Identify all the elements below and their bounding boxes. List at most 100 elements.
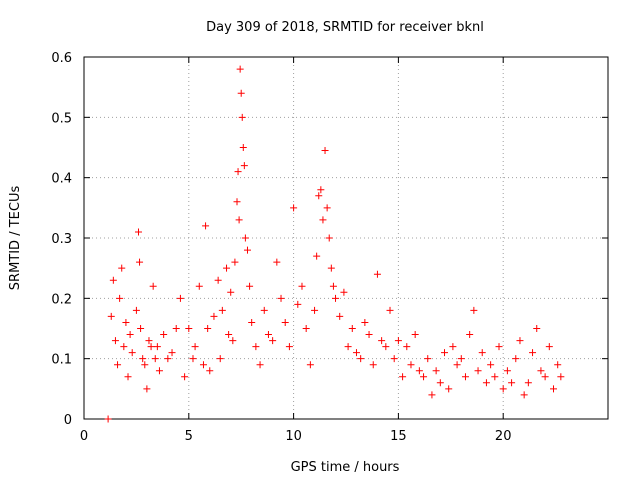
data-point — [246, 282, 254, 290]
data-point — [323, 204, 331, 212]
data-point — [378, 337, 386, 345]
data-point — [147, 343, 155, 351]
data-point — [332, 294, 340, 302]
data-point — [141, 361, 149, 369]
data-point — [153, 343, 161, 351]
data-point — [172, 325, 180, 332]
data-point — [151, 355, 159, 363]
data-point — [554, 361, 562, 369]
data-point — [361, 318, 369, 326]
data-point — [109, 276, 117, 284]
y-tick-label: 0.5 — [51, 111, 72, 126]
data-point — [313, 252, 321, 260]
data-point — [137, 325, 145, 332]
data-point — [516, 337, 524, 345]
data-point — [317, 186, 325, 194]
data-point — [550, 385, 558, 393]
data-point — [218, 306, 226, 314]
data-point — [260, 306, 268, 314]
data-point — [466, 331, 474, 339]
data-point — [436, 379, 444, 387]
data-point — [390, 355, 398, 363]
y-tick-label: 0.1 — [51, 353, 72, 368]
data-point — [168, 349, 176, 357]
data-point — [340, 288, 348, 296]
data-point — [529, 349, 537, 357]
data-point — [545, 343, 553, 351]
data-point — [420, 373, 428, 381]
data-point — [461, 373, 469, 381]
data-point — [311, 306, 319, 314]
data-point — [118, 264, 126, 272]
data-point — [445, 385, 453, 393]
data-point — [248, 318, 256, 326]
data-point — [111, 337, 119, 345]
data-point — [227, 288, 235, 296]
x-tick-label: 10 — [285, 429, 302, 444]
data-point — [273, 258, 281, 266]
data-point — [327, 264, 335, 272]
data-point — [386, 306, 394, 314]
data-point — [449, 343, 457, 351]
data-point — [104, 415, 112, 423]
data-point — [457, 355, 465, 363]
data-point — [470, 306, 478, 314]
data-point — [229, 337, 237, 345]
data-point — [294, 300, 302, 308]
data-point — [241, 234, 249, 242]
data-point — [499, 385, 507, 393]
data-point — [428, 391, 436, 399]
data-point — [143, 385, 151, 393]
gridlines — [84, 57, 608, 419]
data-point — [407, 361, 415, 369]
data-point — [537, 367, 545, 375]
y-tick-label: 0.3 — [51, 232, 72, 247]
data-point — [236, 65, 244, 73]
data-point — [120, 343, 128, 351]
data-point — [164, 355, 172, 363]
y-axis-ticks: 0 0.1 0.2 0.3 0.4 0.5 0.6 — [51, 51, 608, 428]
data-point — [231, 258, 239, 266]
data-point — [160, 331, 168, 339]
data-point — [281, 318, 289, 326]
x-tick-label: 5 — [185, 429, 193, 444]
data-point — [256, 361, 264, 369]
data-point — [185, 325, 193, 332]
data-point — [373, 270, 381, 278]
data-point — [508, 379, 516, 387]
plot-frame — [83, 56, 609, 420]
y-tick-label: 0 — [64, 413, 72, 428]
data-point — [124, 373, 132, 381]
data-point — [319, 216, 327, 224]
data-point — [176, 294, 184, 302]
data-point — [491, 373, 499, 381]
data-point — [357, 355, 365, 363]
data-point — [533, 325, 541, 332]
data-point — [415, 367, 423, 375]
x-axis-label: GPS time / hours — [291, 460, 400, 475]
data-point — [453, 361, 461, 369]
data-point — [302, 325, 310, 332]
data-points — [104, 65, 565, 423]
x-tick-label: 15 — [390, 429, 407, 444]
data-point — [149, 282, 157, 290]
x-axis-ticks: 0 5 10 15 20 — [80, 57, 511, 444]
data-point — [199, 361, 207, 369]
data-point — [122, 318, 130, 326]
data-point — [189, 355, 197, 363]
data-point — [191, 343, 199, 351]
data-point — [116, 294, 124, 302]
data-point — [225, 331, 233, 339]
data-point — [269, 337, 277, 345]
data-point — [114, 361, 122, 369]
data-point — [432, 367, 440, 375]
data-point — [382, 343, 390, 351]
data-point — [520, 391, 528, 399]
data-point — [234, 168, 242, 176]
data-point — [107, 312, 115, 320]
chart-title: Day 309 of 2018, SRMTID for receiver bkn… — [206, 20, 484, 35]
y-tick-label: 0.2 — [51, 292, 72, 307]
data-point — [237, 89, 245, 97]
data-point — [557, 373, 565, 381]
data-point — [243, 246, 251, 254]
